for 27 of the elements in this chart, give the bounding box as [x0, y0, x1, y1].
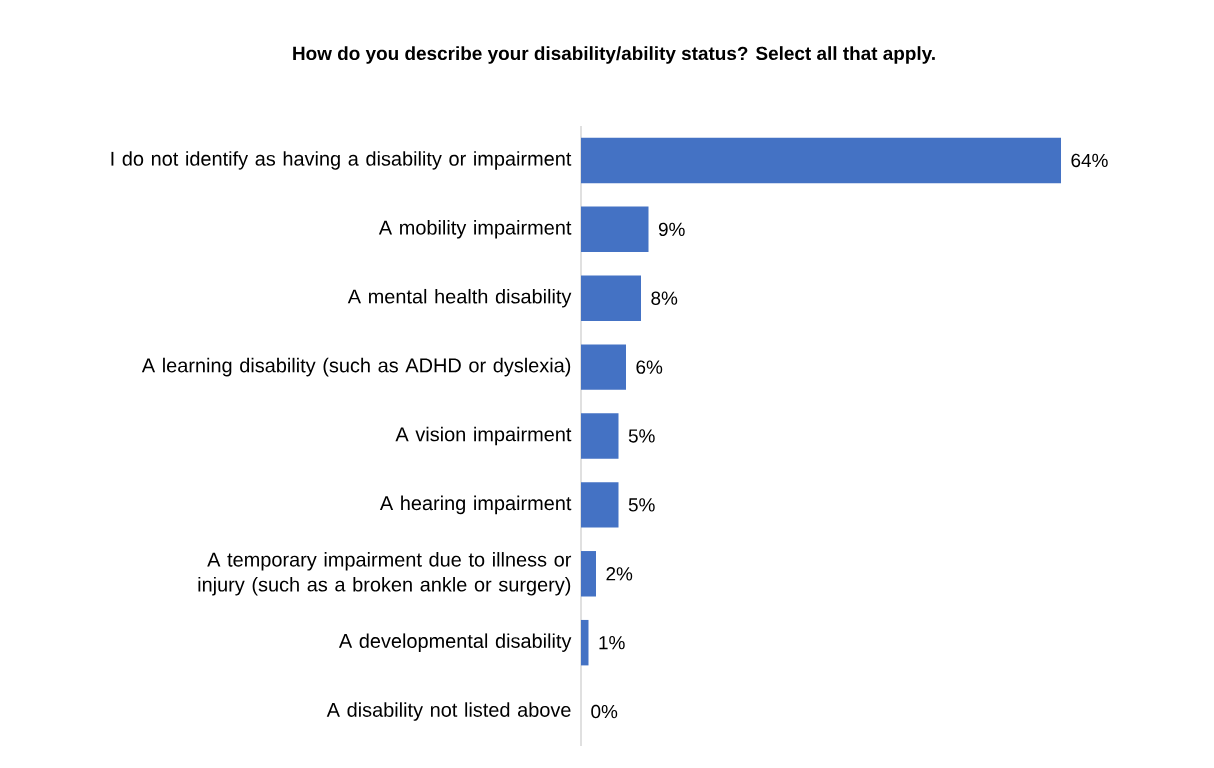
data-label: 2%	[606, 567, 633, 581]
data-label: 1%	[599, 636, 625, 650]
data-label: 64%	[1071, 153, 1108, 168]
bar	[581, 206, 649, 253]
data-label: 9%	[658, 222, 685, 237]
y-tick-label: A vision impairment	[395, 426, 572, 446]
y-tick-label: A learning disability (such as ADHD or dyslexia)	[141, 357, 571, 377]
y-tick-label: A mobility impairment	[378, 220, 572, 239]
data-label: 6%	[636, 360, 663, 374]
data-label: 5%	[628, 498, 655, 512]
data-label: 8%	[651, 291, 678, 305]
bar	[581, 275, 641, 321]
data-label: 5%	[628, 429, 655, 443]
bar	[581, 551, 596, 597]
bar	[581, 413, 619, 459]
data-label: 0%	[591, 704, 618, 719]
y-tick-label: A temporary impairment due to illness or injury (such as a broken ankle or surgery)	[198, 552, 572, 596]
bar	[581, 482, 619, 528]
bar	[581, 619, 589, 666]
y-tick-label: A disability not listed above	[326, 702, 571, 721]
chart-title: How do you describe your disability/ability status? Select all that apply.	[293, 46, 935, 64]
y-tick-label: A mental health disability	[347, 288, 572, 308]
y-tick-label: A developmental disability	[338, 633, 572, 652]
bar	[581, 344, 626, 390]
y-tick-label: I do not identify as having a disability or impairment	[111, 151, 572, 170]
y-tick-label: A hearing impairment	[379, 495, 572, 515]
bar	[581, 137, 1061, 184]
